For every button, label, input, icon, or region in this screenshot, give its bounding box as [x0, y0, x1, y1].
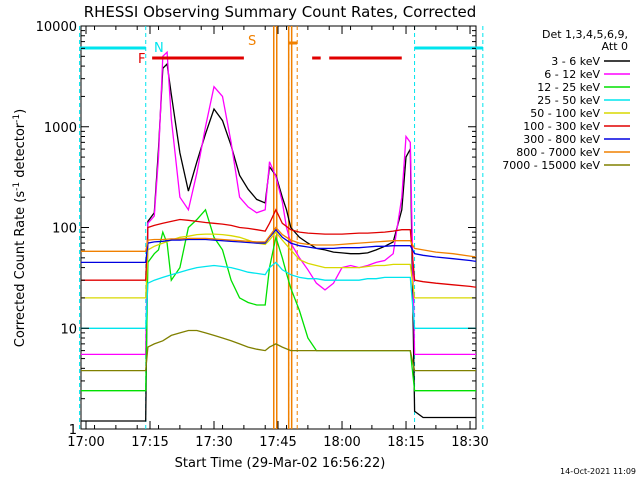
timestamp: 14-Oct-2021 11:09 — [560, 467, 636, 476]
x-axis: 17:00 17:15 17:30 17:45 18:00 18:15 18:30 — [67, 26, 489, 450]
y-axis: 1 10 100 1000 10000 — [36, 20, 476, 438]
series-line — [81, 62, 476, 422]
series-line — [81, 228, 476, 264]
x-tick-label: 17:30 — [195, 435, 232, 450]
x-tick-label: 18:15 — [387, 435, 424, 450]
series-line — [81, 329, 476, 372]
legend-label: 25 - 50 keV — [537, 94, 600, 107]
series-line — [81, 231, 476, 299]
legend-label: 300 - 800 keV — [523, 133, 600, 146]
legend-label: 100 - 300 keV — [523, 120, 600, 133]
legend-label: 12 - 25 keV — [537, 81, 600, 94]
y-axis-label: Corrected Count Rate (s-1 detector-1) — [12, 109, 28, 347]
y-tick-label: 100 — [52, 222, 77, 237]
legend-label: 800 - 7000 keV — [516, 146, 600, 159]
x-tick-label: 17:45 — [259, 435, 296, 450]
x-tick-label: 17:00 — [67, 435, 104, 450]
y-tick-label: 1000 — [44, 121, 77, 136]
chart-title: RHESSI Observing Summary Count Rates, Co… — [84, 3, 477, 21]
legend-label: 50 - 100 keV — [530, 107, 600, 120]
x-axis-label: Start Time (29-Mar-02 16:56:22) — [175, 456, 386, 471]
x-tick-label: 18:30 — [451, 435, 488, 450]
series-line — [81, 226, 476, 258]
series-line — [81, 50, 476, 356]
y-axis-label-end: ) — [13, 109, 28, 114]
plot-frame — [80, 25, 477, 430]
y-tick-label: 1 — [69, 423, 77, 438]
y-tick-label: 10 — [60, 322, 77, 337]
night-label: N — [154, 41, 164, 56]
y-tick-label: 10000 — [36, 20, 77, 35]
y-axis-label-sup2: -1 — [12, 114, 22, 123]
x-tick-label: 18:00 — [323, 435, 360, 450]
series-line — [81, 261, 476, 329]
series-layer — [81, 50, 476, 422]
y-axis-label-mid: detector — [13, 122, 28, 182]
legend-header-1: Det 1,3,4,5,6,9, — [542, 28, 628, 41]
y-axis-label-main: Corrected Count Rate (s — [13, 191, 28, 348]
series-line — [81, 208, 476, 288]
legend-label: 3 - 6 keV — [551, 55, 600, 68]
legend-label: 6 - 12 keV — [544, 68, 600, 81]
flare-label: F — [138, 52, 145, 67]
saa-label: S — [248, 34, 256, 49]
y-axis-label-sup1: -1 — [12, 182, 22, 191]
background-markers — [79, 26, 484, 429]
x-tick-label: 17:15 — [131, 435, 168, 450]
legend-header-2: Att 0 — [602, 40, 628, 53]
legend-label: 7000 - 15000 keV — [502, 159, 600, 172]
